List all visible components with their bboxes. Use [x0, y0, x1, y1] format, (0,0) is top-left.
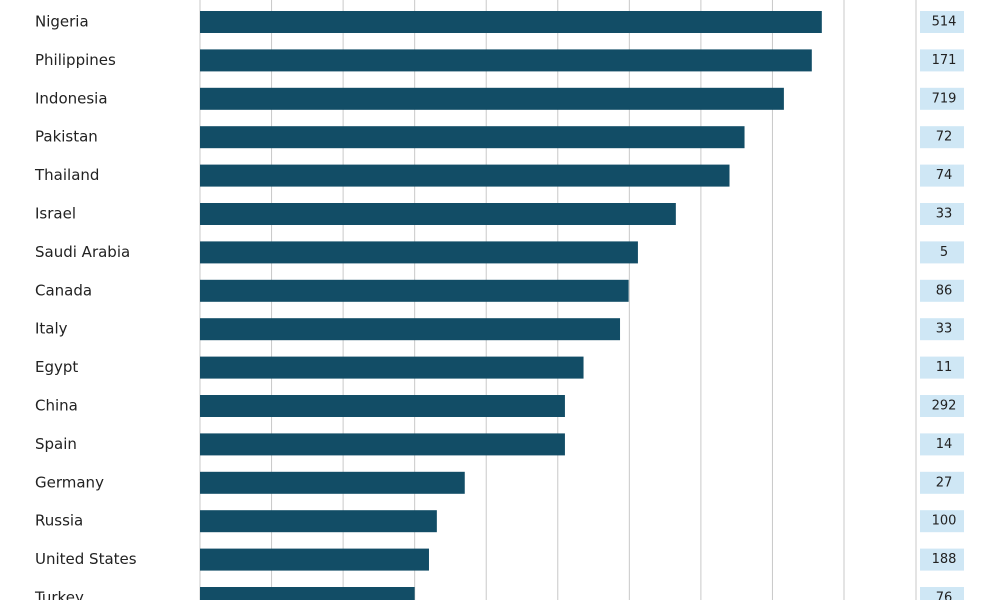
value-label: 27 — [936, 475, 953, 490]
bar — [200, 356, 584, 379]
value-label: 14 — [936, 437, 953, 452]
value-box — [920, 433, 964, 456]
category-label: Spain — [35, 435, 77, 453]
value-label: 100 — [932, 514, 957, 529]
value-label: 171 — [932, 53, 957, 68]
value-label: 5 — [940, 245, 948, 260]
bar — [200, 164, 730, 187]
category-label: Thailand — [34, 166, 99, 184]
value-box — [920, 279, 964, 302]
value-label: 72 — [936, 130, 953, 145]
value-label: 33 — [936, 207, 953, 222]
bar — [200, 126, 745, 149]
bar — [200, 241, 638, 264]
value-box — [920, 471, 964, 494]
value-box — [920, 356, 964, 379]
value-box — [920, 164, 964, 187]
category-label: Saudi Arabia — [35, 243, 130, 261]
bar — [200, 279, 629, 302]
bar — [200, 548, 429, 571]
value-label: 74 — [936, 168, 953, 183]
value-label: 292 — [932, 399, 957, 414]
category-label: China — [35, 397, 78, 415]
value-box — [920, 510, 964, 533]
bar — [200, 318, 621, 341]
value-label: 33 — [936, 322, 953, 337]
bar — [200, 510, 437, 533]
value-box — [920, 203, 964, 225]
bar — [200, 203, 676, 225]
category-label: Indonesia — [35, 89, 108, 107]
category-label: Russia — [35, 512, 83, 530]
value-label: 188 — [932, 552, 957, 567]
value-label: 76 — [936, 591, 953, 600]
category-label: Egypt — [35, 358, 78, 376]
category-label: United States — [35, 550, 137, 568]
bar — [200, 433, 565, 456]
value-box — [920, 318, 964, 341]
bar — [200, 49, 812, 72]
category-label: Germany — [35, 473, 104, 491]
category-label: Canada — [35, 281, 92, 299]
bar — [200, 395, 565, 417]
value-label: 514 — [932, 15, 957, 30]
value-box — [920, 395, 964, 417]
value-label: 11 — [936, 360, 953, 375]
category-label: Pakistan — [35, 128, 98, 146]
category-label: Turkey — [34, 589, 84, 600]
bar — [200, 471, 465, 494]
bar — [200, 11, 822, 33]
value-box — [920, 126, 964, 149]
value-box — [920, 11, 964, 33]
bar — [200, 87, 784, 110]
value-box — [920, 548, 964, 571]
category-label: Philippines — [35, 51, 116, 69]
category-label: Israel — [35, 205, 76, 223]
value-box — [920, 87, 964, 110]
value-label: 86 — [936, 283, 953, 298]
category-label: Italy — [35, 320, 68, 338]
bar — [200, 587, 415, 600]
value-box — [920, 49, 964, 72]
value-box — [920, 587, 964, 600]
value-label: 719 — [932, 91, 957, 106]
value-box — [920, 241, 964, 264]
category-label: Nigeria — [35, 13, 89, 31]
